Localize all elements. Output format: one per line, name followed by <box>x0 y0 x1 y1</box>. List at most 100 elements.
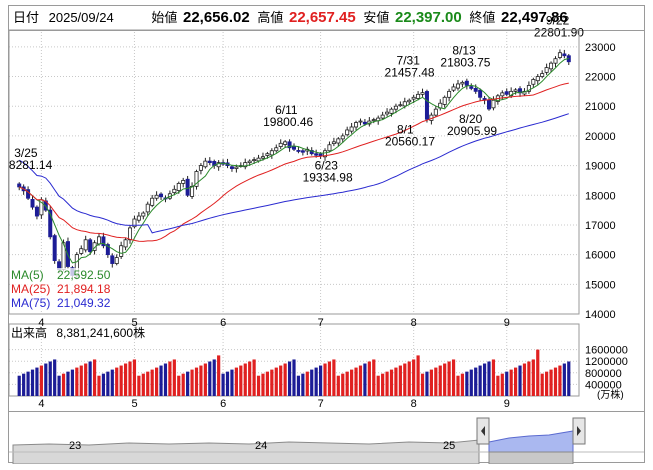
volume-bar <box>345 371 349 396</box>
volume-bar <box>420 373 425 396</box>
volume-bar <box>323 363 327 396</box>
candle-body <box>283 141 288 145</box>
candle-body <box>447 90 452 98</box>
price-header: 日付 2025/09/24 始値 22,656.02 高値 22,657.45 … <box>9 6 644 31</box>
volume-bar <box>562 363 566 396</box>
scroll-thumb[interactable] <box>488 451 574 465</box>
volume-bar <box>110 369 114 396</box>
candle-body <box>358 120 363 123</box>
volume-bar <box>106 371 110 396</box>
volume-bar <box>30 369 35 396</box>
low-value: 22,397.00 <box>394 9 462 26</box>
annotation-value: 21457.48 <box>385 66 435 80</box>
volume-bar <box>155 367 159 396</box>
volume-bar <box>234 367 238 396</box>
month-label: 4 <box>38 398 44 410</box>
scroll-handle-left[interactable] <box>476 417 490 445</box>
ma5-line <box>18 57 569 264</box>
volume-bar <box>186 371 190 396</box>
candle-body <box>389 108 394 114</box>
price-tick-label: 19000 <box>585 161 616 173</box>
volume-bar <box>314 367 318 396</box>
volume-bar <box>350 369 354 396</box>
candle-body <box>500 92 505 97</box>
candle-body <box>96 236 101 245</box>
candle-body <box>549 62 554 70</box>
annotation-value: 20560.17 <box>385 134 435 148</box>
volume-bar <box>44 363 48 396</box>
volume-bar <box>75 367 79 396</box>
volume-bar <box>248 361 252 396</box>
low-label: 安値 <box>363 10 390 25</box>
candle-body <box>269 150 274 156</box>
volume-bar <box>79 365 83 396</box>
volume-bar <box>84 363 88 396</box>
volume-bar <box>296 375 301 396</box>
volume-bar <box>434 367 438 396</box>
volume-bar <box>310 369 314 396</box>
month-label: 8 <box>411 317 417 329</box>
candle-body <box>17 183 22 188</box>
annotation-date: 8/1 <box>397 122 414 136</box>
candles <box>17 49 571 280</box>
legend-ma5: MA(5) 22,592.50 <box>11 268 111 282</box>
volume-bar <box>403 363 407 396</box>
volume-bar <box>553 367 558 396</box>
candle-body <box>557 52 562 58</box>
candle-body <box>522 90 527 95</box>
volume-bar <box>208 361 212 396</box>
volume-bar <box>252 359 256 396</box>
candle-body <box>420 92 425 95</box>
month-label: 8 <box>411 398 417 410</box>
candle-body <box>229 166 234 169</box>
axes: 14000 15000 16000 17000 18000 19000 20000 21000… <box>9 29 628 410</box>
candle-body <box>185 178 190 196</box>
volume-bar <box>261 373 265 396</box>
volume-bar <box>287 361 292 396</box>
candle-body <box>278 142 283 147</box>
price-tick-label: 18000 <box>585 190 616 202</box>
period-scrollbar[interactable]: 23 24 25 <box>9 411 644 465</box>
annotation-date: 8/13 <box>452 43 476 57</box>
close-value: 22,497.86 <box>500 9 568 26</box>
candle-body <box>154 194 159 199</box>
volume-bar <box>168 361 172 396</box>
candle-body <box>114 257 119 264</box>
candle-body <box>362 121 367 125</box>
volume-unit-label: (万株) <box>597 388 624 401</box>
volume-bar <box>128 361 132 396</box>
volume-bar <box>354 367 358 396</box>
month-label: 6 <box>220 317 226 329</box>
candle-body <box>132 218 137 228</box>
open-value: 22,656.02 <box>182 9 250 26</box>
volume-bar <box>225 371 230 396</box>
volume-bar <box>97 375 101 396</box>
volume-value: 8,381,241,600株 <box>56 326 146 340</box>
volume-bar <box>332 359 336 396</box>
volume-bar <box>279 365 283 396</box>
volume-bar <box>318 365 323 396</box>
volume-bar <box>474 367 478 396</box>
annotation-date: 9/22 <box>546 14 570 28</box>
candle-body <box>190 185 195 197</box>
volume-bar <box>425 371 429 396</box>
price-tick-label: 15000 <box>585 279 616 291</box>
candle-body <box>531 79 536 85</box>
volume-bar <box>101 373 106 396</box>
candle-body <box>464 80 469 86</box>
volume-bar <box>283 363 287 396</box>
volume-bar <box>57 375 61 396</box>
volume-bar <box>92 359 97 396</box>
volume-bar <box>150 369 154 396</box>
volume-bar <box>522 363 527 396</box>
candle-body <box>30 199 35 208</box>
scroll-handle-right[interactable] <box>572 417 586 445</box>
volume-bar <box>181 373 185 396</box>
price-panel-border <box>9 29 580 315</box>
candle-body <box>562 53 567 57</box>
volume-bar <box>239 365 243 396</box>
volume-bar <box>53 359 57 396</box>
candle-body <box>247 160 252 164</box>
candle-body <box>265 153 270 156</box>
